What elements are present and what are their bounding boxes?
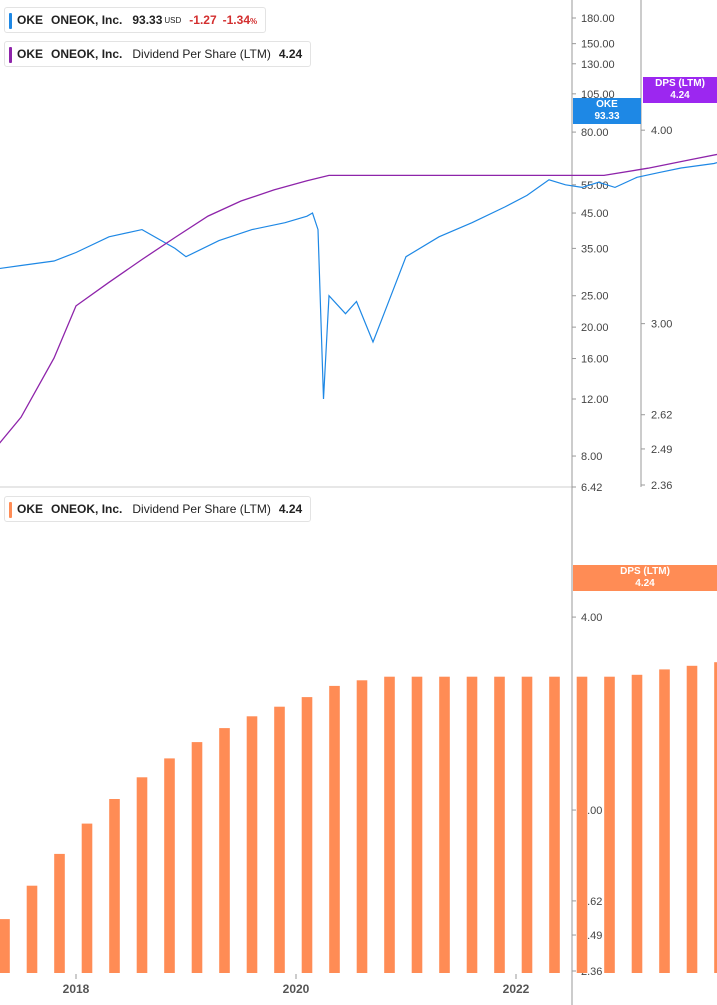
dps-bar (576, 676, 588, 973)
legend-dps-bottom[interactable]: OKE ONEOK, Inc. Dividend Per Share (LTM)… (4, 496, 312, 522)
dps-bars (0, 662, 717, 973)
x-axis-years: 20182020202220242026 (63, 974, 530, 996)
dps-bar (411, 676, 423, 973)
change-pct-value: -1.34 (222, 13, 250, 27)
dps-bar (109, 799, 120, 973)
dps-bar (549, 676, 560, 973)
dps-tick-label: 2.36 (651, 480, 672, 492)
legend-dps-top-value: 4.24 (278, 47, 303, 61)
price-tick-label: 80.00 (581, 127, 609, 139)
dps-bar (714, 662, 717, 973)
dps-top-tag-value: 4.24 (670, 90, 690, 101)
change-pct-sign: % (250, 17, 258, 26)
legend-dps-bottom-metric: Dividend Per Share (LTM) (132, 502, 271, 516)
dps-bar (54, 853, 65, 973)
dps-bar (274, 706, 285, 973)
year-tick-label: 2022 (503, 982, 530, 996)
price-tick-label: 130.00 (581, 59, 615, 71)
price-tick-label: 6.42 (581, 482, 602, 494)
legend-dps-top[interactable]: OKE ONEOK, Inc. Dividend Per Share (LTM)… (4, 41, 312, 67)
price-tick-label: 35.00 (581, 243, 609, 255)
dps-tick-label: 3.00 (651, 319, 672, 331)
top-price-axis: 180.00150.00130.00105.0080.0055.0045.003… (572, 13, 615, 494)
legend-price[interactable]: OKE ONEOK, Inc. 93.33 USD -1.27 -1.34% (4, 7, 267, 33)
price-tick-label: 150.00 (581, 39, 615, 51)
dps-bar (0, 919, 10, 973)
price-tick-label: 180.00 (581, 13, 615, 25)
dps-tick-label: 4.00 (651, 125, 672, 137)
dps-bar (494, 676, 505, 973)
price-tick-label: 20.00 (581, 322, 609, 334)
price-tick-label: 16.00 (581, 354, 609, 366)
dps-bottom-tag: DPS (LTM) 4.24 (573, 565, 717, 591)
dps-bottom-tag-value: 4.24 (635, 578, 655, 589)
dps-bar (81, 823, 93, 973)
dps-top-tag: DPS (LTM) 4.24 (643, 77, 717, 103)
dps-bar (301, 697, 313, 973)
legend-dps-top-swatch (9, 47, 12, 63)
legend-dps-bottom-swatch (9, 502, 12, 518)
bottom-tick-label: 4.00 (581, 612, 602, 624)
top-chart-lines (0, 153, 717, 444)
legend-price-swatch (9, 13, 12, 29)
dps-bar (329, 685, 340, 973)
price-tick-label: 8.00 (581, 451, 602, 463)
legend-dps-top-company: ONEOK, Inc. (51, 47, 123, 61)
price-tag-label: OKE (596, 99, 618, 110)
legend-price-value: 93.33 (132, 13, 163, 27)
price-series-line (0, 161, 717, 400)
dps-bar (439, 676, 450, 973)
dps-bar (26, 885, 38, 973)
dps-bar (659, 669, 670, 973)
price-tick-label: 12.00 (581, 394, 609, 406)
legend-price-company: ONEOK, Inc. (51, 13, 123, 27)
dps-bar (136, 777, 148, 973)
dps-bar (466, 676, 478, 973)
legend-price-change: -1.27 (189, 13, 217, 27)
year-tick-label: 2020 (283, 982, 310, 996)
dps-top-tag-label: DPS (LTM) (655, 78, 705, 89)
dps-bar (604, 676, 615, 973)
legend-dps-bottom-ticker: OKE (17, 502, 44, 516)
legend-price-currency: USD (164, 15, 182, 25)
legend-dps-top-ticker: OKE (17, 47, 44, 61)
legend-dps-bottom-value: 4.24 (278, 502, 303, 516)
dps-bar (246, 716, 258, 973)
top-dps-axis: 4.00 3.00 2.62 2.49 2.36 (641, 125, 672, 492)
price-tag: OKE 93.33 (573, 98, 641, 124)
dps-bar (631, 674, 643, 973)
year-tick-label: 2018 (63, 982, 90, 996)
dps-tick-label: 2.49 (651, 444, 672, 456)
dps-bar (356, 680, 368, 973)
price-tick-label: 105.00 (581, 89, 615, 101)
legend-dps-bottom-company: ONEOK, Inc. (51, 502, 123, 516)
legend-dps-top-metric: Dividend Per Share (LTM) (132, 47, 271, 61)
dps-bar (686, 665, 698, 973)
dps-series-line (0, 153, 717, 444)
price-tick-label: 45.00 (581, 208, 609, 220)
dps-bar (384, 676, 395, 973)
price-tick-label: 25.00 (581, 291, 609, 303)
dps-bottom-tag-label: DPS (LTM) (620, 566, 670, 577)
dps-bar (191, 742, 203, 973)
dps-bar (164, 758, 175, 973)
dps-bar (521, 676, 533, 973)
dps-bar (219, 728, 230, 973)
legend-price-change-pct: -1.34% (223, 13, 257, 27)
dps-tick-label: 2.62 (651, 410, 672, 422)
price-tag-value: 93.33 (594, 111, 620, 122)
legend-price-ticker: OKE (17, 13, 44, 27)
